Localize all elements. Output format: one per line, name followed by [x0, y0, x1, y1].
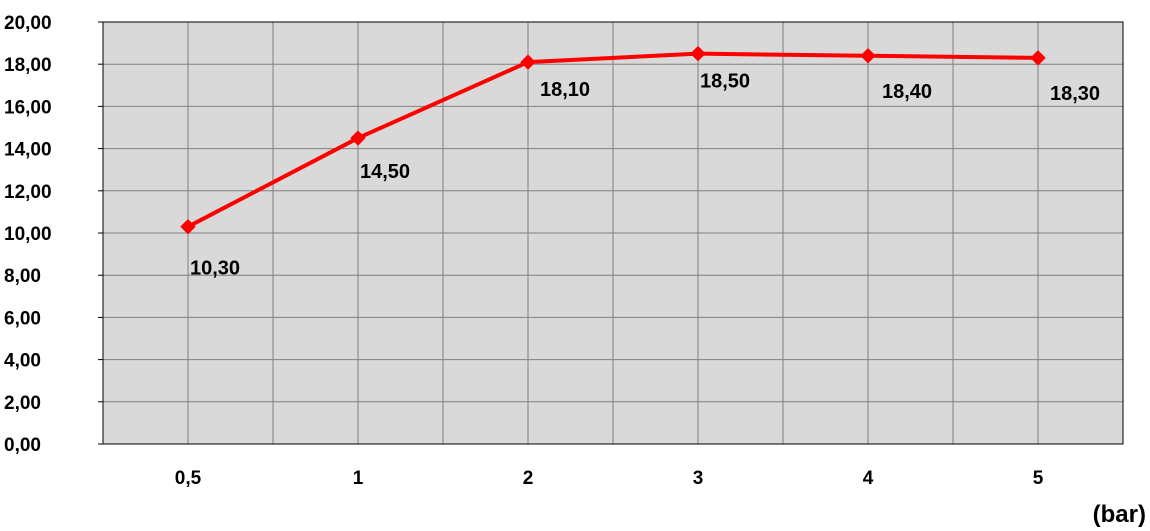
y-tick-label: 16,00 — [4, 97, 52, 118]
data-point-marker — [690, 45, 706, 62]
y-tick-label: 8,00 — [4, 266, 41, 287]
y-tick-label: 18,00 — [4, 55, 52, 76]
y-tick-label: 2,00 — [4, 393, 41, 414]
x-tick-label: 0,5 — [175, 468, 202, 489]
x-tick-label: 5 — [1033, 468, 1044, 489]
x-axis-tick-labels: 0,5 1 2 3 4 5 — [175, 468, 1044, 489]
series-group — [180, 45, 1046, 235]
data-label: 18,30 — [1050, 83, 1100, 105]
data-point-marker — [1030, 50, 1046, 66]
series-line — [186, 51, 1040, 229]
data-label: 18,10 — [540, 79, 590, 101]
x-tick-label: 3 — [693, 468, 704, 489]
data-label: 18,50 — [700, 71, 750, 93]
x-tick-label: 4 — [863, 468, 874, 489]
data-point-marker — [180, 218, 196, 235]
data-point-marker — [520, 54, 536, 70]
y-tick-label: 10,00 — [4, 224, 52, 245]
data-label: 10,30 — [190, 258, 240, 280]
y-tick-label: 12,00 — [4, 182, 52, 203]
y-tick-label: 4,00 — [4, 351, 41, 372]
data-label: 14,50 — [360, 161, 410, 183]
x-tick-label: 2 — [523, 468, 534, 489]
y-tick-label: 0,00 — [4, 435, 41, 456]
x-tick-label: 1 — [353, 468, 364, 489]
y-tick-label: 6,00 — [4, 308, 41, 329]
data-labels: 10,30 14,50 18,10 18,50 18,40 18,30 — [190, 71, 1100, 280]
data-label: 18,40 — [882, 81, 932, 103]
y-tick-label: 14,00 — [4, 140, 52, 161]
data-point-marker — [860, 48, 876, 64]
x-unit-label: (bar) — [1093, 501, 1146, 528]
y-tick-label: 20,00 — [4, 13, 52, 34]
y-axis-tick-labels: 0,00 2,00 4,00 6,00 8,00 10,00 12,00 14,00 16,00… — [4, 13, 103, 456]
data-point-marker — [350, 130, 366, 146]
